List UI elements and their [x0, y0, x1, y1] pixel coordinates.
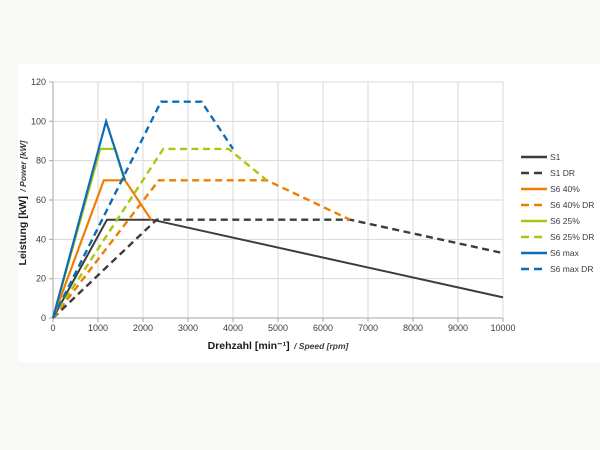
y-tick-label: 100: [31, 116, 46, 126]
x-tick-label: 10000: [490, 323, 515, 333]
series-line-s6-max-dr: [51, 100, 234, 319]
x-tick-label: 8000: [403, 323, 423, 333]
y-axis-title-primary: Leistung [kW]: [17, 196, 29, 266]
y-tick-label: 60: [36, 195, 46, 205]
y-tick-label: 0: [41, 313, 46, 323]
x-tick-label: 9000: [448, 323, 468, 333]
legend-item-s1-dr: S1 DR: [521, 165, 594, 181]
legend-label: S6 40%: [550, 184, 580, 194]
x-axis-title-primary: Drehzahl [min⁻¹]: [207, 340, 290, 352]
x-axis-title-secondary: / Speed [rpm]: [294, 341, 349, 351]
chart-legend: S1 S1 DR S6 40% S6 40% DR S6 25% S6 25% DR S6 …: [521, 149, 594, 277]
y-tick-label: 20: [36, 274, 46, 284]
series-line-s6-40pct: [51, 179, 153, 319]
legend-label: S1 DR: [550, 168, 576, 178]
legend-line-sample: [521, 155, 547, 159]
x-tick-label: 5000: [268, 323, 288, 333]
legend-label: S6 25%: [550, 216, 580, 226]
x-tick-label: 4000: [223, 323, 243, 333]
series-line-s6-25pct-dr: [51, 147, 268, 319]
legend-item-s6-25pct-dr: S6 25% DR: [521, 229, 594, 245]
legend-line-sample: [521, 267, 547, 271]
legend-line-sample: [521, 251, 547, 255]
legend-line-sample: [521, 187, 547, 191]
y-axis-title: Leistung [kW] / Power [kW]: [13, 93, 31, 313]
x-tick-label: 3000: [178, 323, 198, 333]
legend-item-s6-40pct-dr: S6 40% DR: [521, 197, 594, 213]
series-line-s6-max: [51, 117, 127, 319]
x-tick-label: 1000: [88, 323, 108, 333]
legend-label: S6 max DR: [550, 264, 594, 274]
legend-item-s6-max-dr: S6 max DR: [521, 261, 594, 277]
legend-line-sample: [521, 219, 547, 223]
legend-label: S6 max: [550, 248, 579, 258]
legend-label: S6 25% DR: [550, 232, 595, 242]
series-line-s6-25pct: [51, 147, 126, 319]
y-tick-label: 40: [36, 234, 46, 244]
y-tick-label: 80: [36, 156, 46, 166]
x-tick-label: 0: [50, 323, 55, 333]
legend-item-s6-40pct: S6 40%: [521, 181, 594, 197]
y-axis-title-secondary: / Power [kW]: [18, 140, 28, 192]
series-line-s6-40pct-dr: [52, 179, 351, 319]
x-axis-title: Drehzahl [min⁻¹] / Speed [rpm]: [53, 336, 503, 354]
legend-item-s6-max: S6 max: [521, 245, 594, 261]
legend-item-s6-25pct: S6 25%: [521, 213, 594, 229]
legend-label: S1: [550, 152, 561, 162]
x-tick-label: 7000: [358, 323, 378, 333]
x-tick-label: 2000: [133, 323, 153, 333]
x-tick-label: 6000: [313, 323, 333, 333]
legend-label: S6 40% DR: [550, 200, 595, 210]
y-tick-label: 120: [31, 77, 46, 87]
series-line-s1: [52, 218, 504, 319]
legend-line-sample: [521, 171, 547, 175]
series-line-s1-dr: [52, 218, 504, 319]
legend-item-s1: S1: [521, 149, 594, 165]
legend-line-sample: [521, 203, 547, 207]
legend-line-sample: [521, 235, 547, 239]
